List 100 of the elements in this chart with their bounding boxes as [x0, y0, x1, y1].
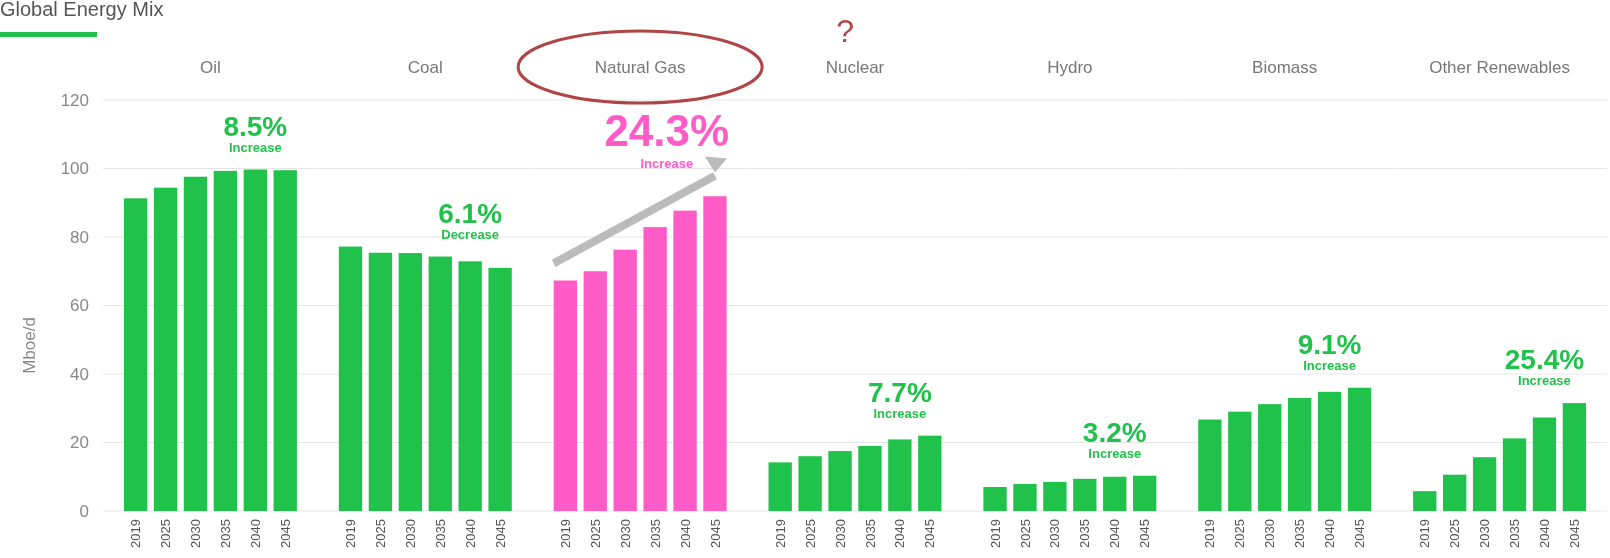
bar — [1347, 387, 1372, 511]
annotation: 7.7% — [867, 376, 932, 408]
annotation: Increase — [1303, 357, 1356, 373]
bar — [858, 445, 882, 511]
chart-subtitle: Global Energy Mix — [0, 0, 164, 20]
x-tick-label: 2025 — [372, 519, 388, 548]
bar — [183, 176, 208, 511]
bar — [798, 456, 822, 511]
annotation: Increase — [873, 405, 927, 421]
annotation: Increase — [640, 156, 694, 172]
x-tick-label: 2019 — [1417, 519, 1433, 548]
x-tick-label: 2025 — [1232, 519, 1248, 548]
bar — [1443, 474, 1467, 511]
x-tick-label: 2025 — [1447, 519, 1463, 548]
bar — [643, 227, 667, 511]
annotation: 25.4% — [1504, 344, 1585, 376]
annotation: 24.3% — [604, 106, 730, 156]
text: ? — [836, 13, 855, 49]
x-tick-label: 2019 — [557, 519, 573, 548]
bar — [1198, 419, 1222, 511]
x-tick-label: 2035 — [647, 519, 663, 548]
y-tick-label: 80 — [70, 227, 89, 247]
x-tick-label: 2040 — [462, 519, 478, 548]
x-tick-label: 2030 — [1477, 519, 1493, 548]
bar — [673, 210, 697, 511]
chart-title: Natural Gas — [594, 58, 686, 77]
bar — [1413, 491, 1437, 511]
bar — [983, 487, 1007, 511]
x-tick-label: 2019 — [987, 519, 1003, 548]
annotation: Increase — [1518, 373, 1571, 389]
annotation: Decrease — [441, 226, 500, 242]
x-tick-label: 2019 — [128, 519, 144, 548]
x-tick-label: 2040 — [1107, 519, 1123, 548]
chart-title: Biomass — [1252, 58, 1318, 77]
chart-title: Hydro — [1047, 58, 1093, 77]
x-tick-label: 2040 — [677, 519, 693, 548]
x-tick-label: 2045 — [922, 519, 938, 548]
x-tick-label: 2035 — [1077, 519, 1093, 548]
annotation: 3.2% — [1082, 416, 1147, 448]
x-tick-label: 2030 — [832, 519, 848, 548]
bar — [273, 170, 297, 511]
bar — [368, 252, 393, 511]
x-tick-label: 2035 — [432, 519, 448, 548]
annotation: 9.1% — [1297, 328, 1362, 360]
bar — [1073, 478, 1097, 511]
bar — [338, 246, 363, 511]
y-tick-label: 0 — [79, 501, 89, 521]
bar — [243, 169, 267, 511]
annotation: 6.1% — [438, 197, 503, 229]
chart-title: Nuclear — [825, 58, 885, 77]
x-tick-label: 2025 — [587, 519, 603, 548]
bar — [1043, 481, 1067, 511]
bar — [703, 196, 727, 511]
bar — [553, 280, 577, 511]
x-tick-label: 2019 — [343, 519, 359, 548]
bar — [488, 267, 512, 511]
x-tick-label: 2035 — [1292, 519, 1308, 548]
x-tick-label: 2040 — [892, 519, 908, 548]
y-tick-label: 40 — [70, 364, 89, 384]
bar — [888, 439, 912, 511]
bar — [1532, 417, 1557, 511]
y-tick-label: 20 — [70, 433, 89, 453]
bar — [828, 451, 852, 511]
x-tick-label: 2045 — [492, 519, 508, 548]
bar — [1502, 438, 1527, 511]
x-tick-label: 2035 — [1507, 519, 1523, 548]
bar — [458, 261, 482, 511]
bar — [1258, 404, 1282, 511]
x-tick-label: 2040 — [1322, 519, 1338, 548]
bar — [1317, 391, 1342, 511]
annotation: 8.5% — [223, 110, 288, 142]
x-tick-label: 2045 — [1137, 519, 1153, 548]
bar — [123, 198, 148, 511]
y-tick-label: 120 — [60, 90, 89, 110]
x-tick-label: 2030 — [1262, 519, 1278, 548]
bar — [583, 271, 607, 511]
x-tick-label: 2035 — [862, 519, 878, 548]
bar — [398, 253, 422, 511]
y-tick-label: 100 — [60, 159, 89, 179]
x-tick-label: 2045 — [277, 519, 293, 548]
x-tick-label: 2030 — [188, 519, 204, 548]
bar — [1103, 476, 1127, 511]
bar — [1562, 403, 1587, 511]
x-tick-label: 2030 — [1047, 519, 1063, 548]
x-tick-label: 2040 — [1537, 519, 1553, 548]
annotation: Increase — [1088, 445, 1142, 461]
annotation: Increase — [228, 139, 282, 155]
x-tick-label: 2025 — [802, 519, 818, 548]
x-tick-label: 2045 — [1566, 519, 1582, 548]
y-axis-title: Mboe/d — [20, 317, 39, 374]
bar — [613, 249, 637, 511]
x-tick-label: 2040 — [247, 519, 263, 548]
bar — [213, 170, 238, 511]
x-tick-label: 2030 — [617, 519, 633, 548]
bar — [918, 435, 942, 511]
chart-title: Coal — [407, 58, 443, 77]
y-tick-label: 60 — [70, 296, 89, 316]
bar — [768, 462, 792, 511]
x-tick-label: 2030 — [402, 519, 418, 548]
x-tick-label: 2045 — [1352, 519, 1368, 548]
